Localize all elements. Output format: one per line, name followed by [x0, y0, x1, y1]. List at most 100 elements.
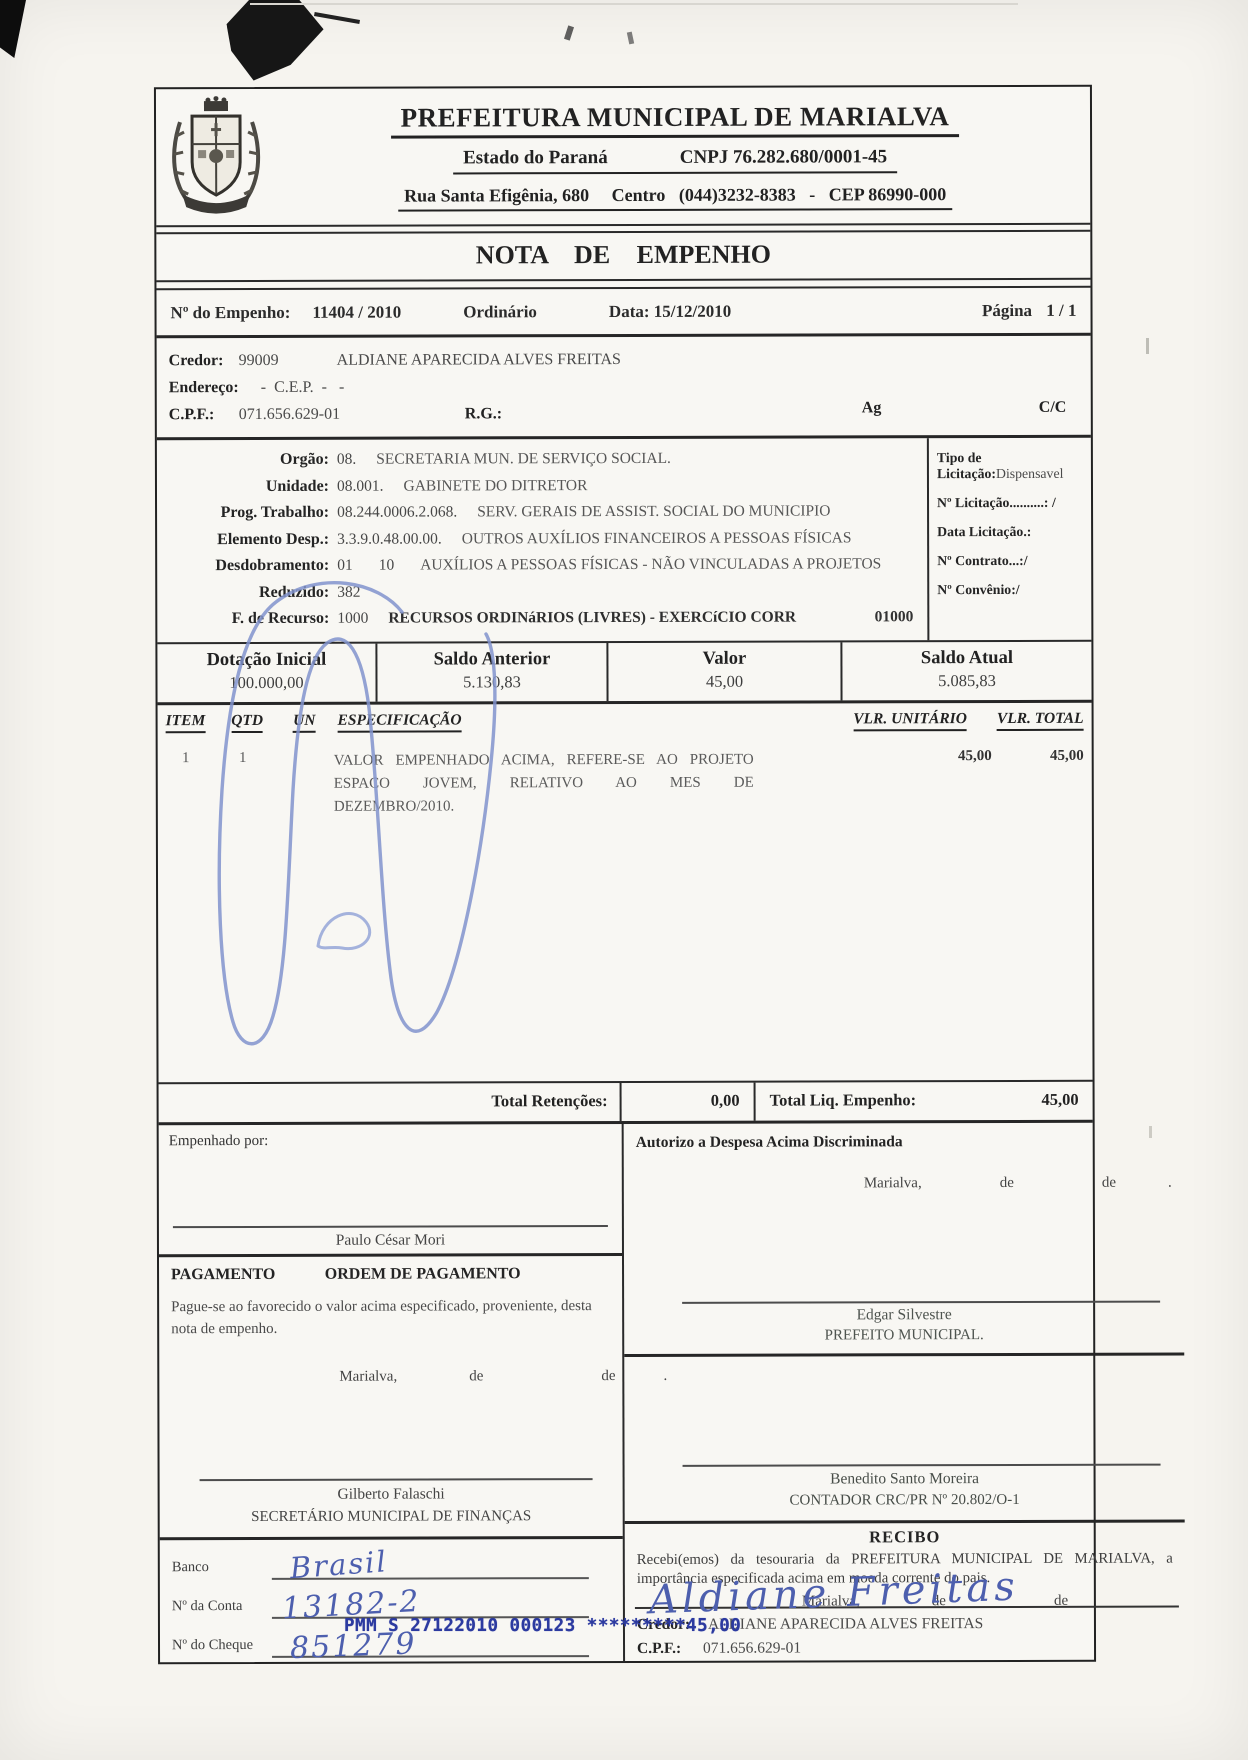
- signature-name-paulo: Paulo César Mori: [335, 1231, 446, 1250]
- autorizo-title: Autorizo a Despesa Acima Discriminada: [635, 1132, 903, 1151]
- pagamento-title: PAGAMENTO: [171, 1266, 276, 1284]
- date-value: 15/12/2010: [653, 301, 732, 321]
- recibo-cpf-row: C.P.F.: 071.656.629-01: [637, 1639, 802, 1657]
- scan-artifact-blob: [224, 0, 328, 83]
- budget-row-prog-trabalho: Prog. Trabalho: 08.244.0006.2.068. SERV.…: [220, 502, 831, 522]
- signature-role-edgar: PREFEITO MUNICIPAL.: [824, 1326, 984, 1343]
- right-column: Autorizo a Despesa Acima Discriminada Ma…: [623, 1122, 1185, 1660]
- pagamento-dateline: Marialva, de de .: [339, 1367, 668, 1385]
- total-liq-label: Total Liq. Empenho:: [753, 1081, 917, 1121]
- licitacao-column: Tipo de Licitação:Dispensavel Nº Licitaç…: [926, 437, 1092, 640]
- state-label: Estado do Paraná: [463, 146, 608, 168]
- recibo-box: RECIBO Recebi(emos) da tesouraria da PRE…: [625, 1522, 1185, 1660]
- item-qtd: 1: [238, 749, 247, 766]
- budget-row-elemento: Elemento Desp.: 3.3.9.0.48.00.00. OUTROS…: [217, 528, 852, 548]
- municipal-crest-icon: [168, 95, 268, 218]
- signature-line: [172, 1225, 608, 1229]
- empenhado-box: Empenhado por: Paulo César Mori: [159, 1124, 622, 1255]
- empenho-number-value: 11404 / 2010: [312, 302, 402, 322]
- nota-de-empenho-form: PREFEITURA MUNICIPAL DE MARIALVA Estado …: [153, 84, 1185, 1666]
- budget-row-recurso: F. de Recurso: 1000 RECURSOS ORDINáRIOS …: [231, 608, 914, 628]
- col-qtd: QTD: [231, 711, 264, 733]
- page-label: Página: [981, 300, 1033, 321]
- signature-name-edgar: Edgar Silvestre: [856, 1305, 952, 1323]
- saldo-cell-dotacao: Dotação Inicial 100.000,00: [157, 643, 378, 702]
- total-liq-value: 45,00: [1041, 1089, 1079, 1109]
- saldo-row: Dotação Inicial 100.000,00 Saldo Anterio…: [157, 641, 1092, 705]
- licitacao-convenio: Nº Convênio:/: [937, 581, 1020, 598]
- total-retencoes-label: Total Retenções:: [491, 1090, 608, 1110]
- cpf-label: C.P.F.:: [168, 406, 215, 424]
- item-row: 1 1 VALOR EMPENHADO ACIMA, REFERE-SE AO …: [158, 747, 1092, 819]
- document-header: PREFEITURA MUNICIPAL DE MARIALVA Estado …: [155, 86, 1091, 228]
- handwriting-banco: Brasil: [288, 1543, 389, 1585]
- credor-name: ALDIANE APARECIDA ALVES FREITAS: [336, 351, 621, 369]
- autorizo-dateline: Marialva, de de .: [863, 1174, 1172, 1191]
- bank-box: Banco Brasil Nº da Conta 13182-2 Nº do C…: [159, 1535, 624, 1666]
- item-spec: VALOR EMPENHADO ACIMA, REFERE-SE AO PROJ…: [333, 751, 754, 815]
- signature-line: [682, 1300, 1161, 1304]
- item-number: 1: [181, 749, 190, 766]
- licitacao-data: Data Licitação.:: [937, 523, 1032, 540]
- scan-paper-edge: [250, 3, 1018, 5]
- empenhado-label: Empenhado por:: [168, 1132, 269, 1149]
- saldo-cell-atual: Saldo Atual 5.085,83: [920, 647, 1013, 690]
- contador-box: Benedito Santo Moreira CONTADOR CRC/PR N…: [624, 1355, 1185, 1524]
- autorizo-box: Autorizo a Despesa Acima Discriminada Ma…: [623, 1122, 1185, 1357]
- recibo-title: RECIBO: [869, 1526, 941, 1546]
- scan-artifact-mark: [563, 25, 575, 41]
- items-header: ITEM QTD UN ESPECIFICAÇÃO VLR. UNITÁRIO …: [158, 709, 1092, 733]
- col-vlr-total: VLR. TOTAL: [996, 709, 1084, 731]
- endereco-value: - C.E.P. - -: [260, 378, 345, 396]
- bank-field-banco: Banco Brasil: [172, 1543, 611, 1585]
- cc-label: C/C: [1038, 398, 1067, 416]
- totals-row: Total Retenções: 0,00 Total Liq. Empenho…: [158, 1081, 1093, 1125]
- cnpj-label: CNPJ 76.282.680/0001-45: [679, 145, 888, 168]
- item-vlr-unitario: 45,00: [957, 747, 992, 764]
- budget-row-reduzido: Reduzido: 382: [259, 583, 361, 601]
- saldo-cell-valor: Valor 45,00: [608, 641, 843, 701]
- document-title: NOTA DE EMPENHO: [156, 229, 1091, 283]
- cpf-value: 071.656.629-01: [238, 405, 341, 424]
- empenho-number-row: Nº do Empenho: 11404 / 2010 Ordinário Da…: [156, 285, 1091, 339]
- signature-line: [199, 1477, 593, 1481]
- scan-artifact-corner: [0, 0, 26, 58]
- budget-left: Orgão: 08. SECRETARIA MUN. DE SERVIÇO SO…: [157, 438, 928, 642]
- endereco-label: Endereço:: [168, 379, 239, 397]
- rg-label: R.G.:: [464, 405, 503, 423]
- signature-role-benedito: CONTADOR CRC/PR Nº 20.802/O-1: [789, 1491, 1020, 1509]
- signature-name-benedito: Benedito Santo Moreira: [830, 1469, 980, 1487]
- total-retencoes-value: 0,00: [619, 1082, 754, 1121]
- left-column: Empenhado por: Paulo César Mori PAGAMENT…: [158, 1123, 668, 1666]
- page-indicator: Página 1 / 1: [972, 301, 1077, 321]
- col-un: UN: [293, 711, 316, 733]
- signature-line: [682, 1463, 1161, 1467]
- signature-role-gilberto: SECRETÁRIO MUNICIPAL DE FINANÇAS: [251, 1507, 532, 1525]
- address-line: Rua Santa Efigênia, 680 Centro (044)3232…: [398, 183, 953, 212]
- pagamento-text: Pague-se ao favorecido o valor acima esp…: [171, 1298, 592, 1338]
- dot-matrix-stamp: PMM S 27122010 000123 *********45,00: [344, 1616, 742, 1636]
- scan-artifact-mark: [626, 31, 635, 45]
- items-table: ITEM QTD UN ESPECIFICAÇÃO VLR. UNITÁRIO …: [157, 702, 1093, 1084]
- licitacao-tipo: Tipo de Licitação:Dispensavel: [936, 450, 1064, 482]
- credor-code: 99009: [238, 351, 279, 370]
- header-text: PREFEITURA MUNICIPAL DE MARIALVA Estado …: [268, 100, 1090, 212]
- ordem-pagamento-title: ORDEM DE PAGAMENTO: [324, 1265, 521, 1284]
- pagamento-box: PAGAMENTO ORDEM DE PAGAMENTO Pague-se ao…: [158, 1253, 668, 1537]
- col-item: ITEM: [165, 711, 206, 733]
- creditor-block: Credor: 99009 ALDIANE APARECIDA ALVES FR…: [156, 335, 1091, 441]
- empenho-type: Ordinário: [463, 302, 537, 322]
- scan-artifact-mark: [1149, 1126, 1152, 1138]
- budget-block: Orgão: 08. SECRETARIA MUN. DE SERVIÇO SO…: [156, 437, 1092, 644]
- signature-name-gilberto: Gilberto Falaschi: [337, 1484, 445, 1503]
- licitacao-numero: Nº Licitação..........: /: [937, 494, 1056, 511]
- date-label: Data:: [608, 301, 650, 322]
- entity-title: PREFEITURA MUNICIPAL DE MARIALVA: [390, 100, 960, 139]
- budget-row-orgao: Orgão: 08. SECRETARIA MUN. DE SERVIÇO SO…: [280, 449, 671, 468]
- col-especificacao: ESPECIFICAÇÃO: [337, 710, 462, 733]
- scan-artifact-mark: [1146, 338, 1149, 354]
- scan-artifact-streak: [314, 12, 360, 24]
- item-vlr-total: 45,00: [1049, 747, 1084, 764]
- saldo-cell-anterior: Saldo Anterior 5.130,83: [377, 642, 609, 702]
